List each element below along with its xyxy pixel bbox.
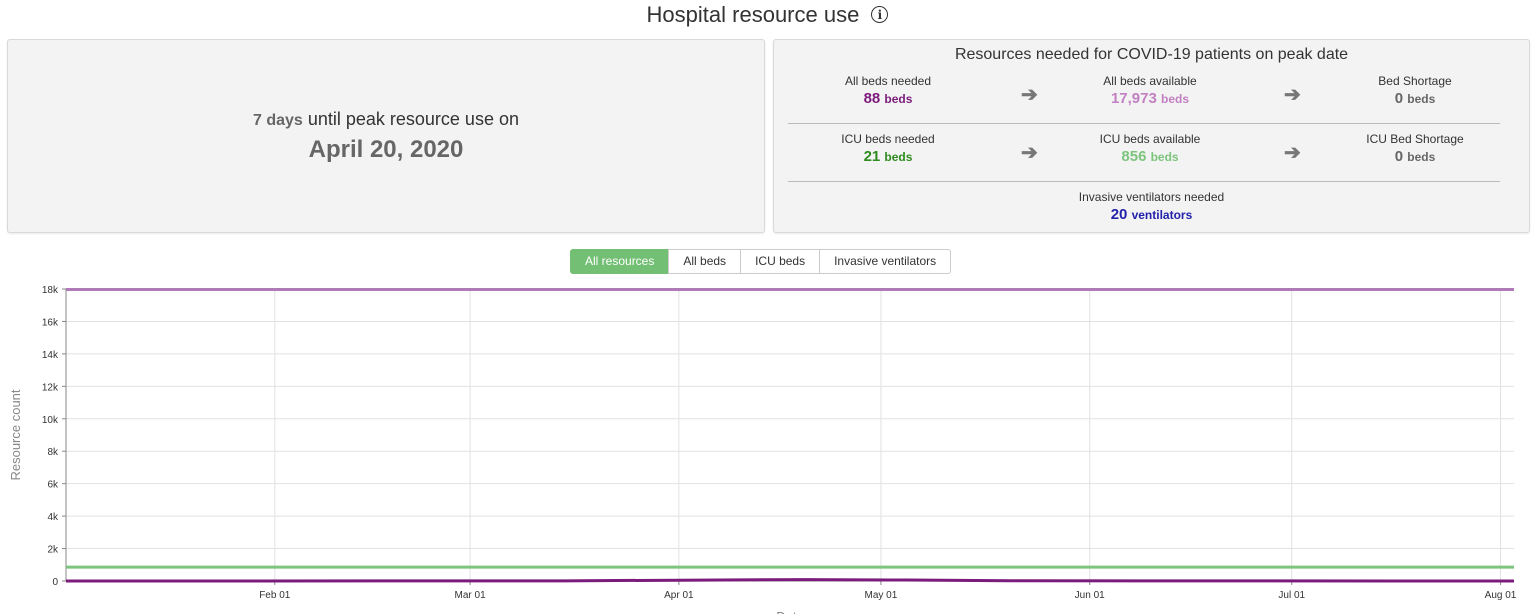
divider [788, 181, 1500, 182]
y-axis-label: Resource count [8, 389, 23, 480]
icu-bed-shortage-number: 0 [1394, 148, 1404, 165]
arrow-right-icon: ➔ [1284, 84, 1301, 106]
ventilators-needed: Invasive ventilators needed 20 ventilato… [774, 190, 1529, 225]
x-tick-label: Mar 01 [455, 590, 487, 601]
icu-row: ICU beds needed 21 beds ➔ ICU beds avail… [788, 130, 1500, 180]
info-icon[interactable]: i [871, 6, 889, 23]
all-beds-needed-unit: beds [884, 92, 913, 106]
resource-tabs: All resources All beds ICU beds Invasive… [570, 249, 952, 274]
tab-all-beds[interactable]: All beds [668, 249, 742, 274]
resource-chart: 0 2k 4k 6k 8k 10k 12k 14k 16k 18k Feb 01 Mar 01 Apr … [8, 285, 1517, 614]
bed-shortage-label: Bed Shortage [1378, 74, 1452, 88]
arrow-right-icon: ➔ [1284, 142, 1301, 164]
beds-row: All beds needed 88 beds ➔ All beds avail… [788, 72, 1500, 122]
page-title: Hospital resource use i [0, 2, 1535, 28]
ventilators-needed-label: Invasive ventilators needed [1078, 190, 1225, 204]
peak-panel: 7 days until peak resource use on April … [7, 39, 765, 233]
bed-shortage-unit: beds [1407, 92, 1436, 106]
icu-beds-available: ICU beds available 856 beds [1040, 132, 1260, 167]
icu-bed-shortage-label: ICU Bed Shortage [1366, 132, 1464, 146]
icu-beds-needed-label: ICU beds needed [841, 132, 935, 146]
y-tick-label: 4k [47, 512, 59, 523]
ventilators-needed-number: 20 [1110, 206, 1128, 223]
x-tick-label: Jun 01 [1075, 590, 1105, 601]
tab-invasive-ventilators[interactable]: Invasive ventilators [819, 249, 952, 274]
all-beds-needed-label: All beds needed [844, 74, 932, 88]
page-title-text: Hospital resource use [646, 2, 860, 27]
icu-bed-shortage: ICU Bed Shortage 0 beds [1305, 132, 1525, 167]
y-tick-label: 8k [47, 447, 59, 458]
ventilators-needed-value: 20 ventilators [774, 205, 1529, 225]
days-until-peak: 7 days [253, 112, 303, 129]
x-tick-label: Jul 01 [1278, 590, 1305, 601]
bed-shortage-number: 0 [1394, 90, 1404, 107]
series-line-3 [65, 578, 1515, 583]
all-beds-available-label: All beds available [1103, 74, 1197, 88]
x-tick-label: Aug 01 [1485, 590, 1517, 601]
icu-beds-available-label: ICU beds available [1099, 132, 1201, 146]
divider [788, 123, 1500, 124]
x-tick-label: Apr 01 [664, 590, 694, 601]
tab-all-resources[interactable]: All resources [570, 249, 670, 274]
peak-countdown: 7 days until peak resource use on [8, 109, 764, 130]
ventilators-cell: Invasive ventilators needed 20 ventilato… [774, 190, 1529, 225]
all-beds-available-unit: beds [1161, 92, 1190, 106]
icu-beds-needed-value: 21 beds [778, 147, 998, 167]
all-beds-needed-value: 88 beds [778, 89, 998, 109]
y-tick-label: 16k [42, 317, 59, 328]
icu-bed-shortage-unit: beds [1407, 150, 1436, 164]
icu-beds-available-value: 856 beds [1040, 147, 1260, 167]
resources-panel: Resources needed for COVID-19 patients o… [773, 39, 1530, 233]
icu-beds-available-number: 856 [1121, 148, 1147, 165]
icu-beds-needed-unit: beds [884, 150, 913, 164]
y-tick-label: 0 [52, 577, 58, 588]
y-tick-label: 18k [42, 285, 59, 296]
y-tick-label: 10k [42, 415, 59, 426]
all-beds-available-value: 17,973 beds [1040, 89, 1260, 109]
all-beds-needed-number: 88 [863, 90, 881, 107]
icu-beds-available-unit: beds [1150, 150, 1179, 164]
icu-bed-shortage-value: 0 beds [1305, 147, 1525, 167]
bed-shortage-value: 0 beds [1305, 89, 1525, 109]
bed-shortage: Bed Shortage 0 beds [1305, 74, 1525, 109]
all-beds-needed: All beds needed 88 beds [778, 74, 998, 109]
resources-title: Resources needed for COVID-19 patients o… [954, 46, 1349, 63]
y-tick-label: 6k [47, 480, 59, 491]
y-tick-label: 2k [47, 545, 59, 556]
x-tick-label: May 01 [865, 590, 898, 601]
ventilators-needed-unit: ventilators [1131, 208, 1193, 222]
y-tick-label: 12k [42, 382, 59, 393]
peak-date: April 20, 2020 [308, 136, 464, 163]
x-axis-label: Date [776, 609, 803, 614]
all-beds-available: All beds available 17,973 beds [1040, 74, 1260, 109]
y-tick-label: 14k [42, 350, 59, 361]
arrow-right-icon: ➔ [1021, 142, 1038, 164]
icu-beds-needed: ICU beds needed 21 beds [778, 132, 998, 167]
tab-icu-beds[interactable]: ICU beds [740, 249, 821, 274]
arrow-right-icon: ➔ [1021, 84, 1038, 106]
all-beds-available-number: 17,973 [1110, 90, 1157, 107]
x-tick-label: Feb 01 [259, 590, 291, 601]
icu-beds-needed-number: 21 [863, 148, 881, 165]
peak-line-text: until peak resource use on [307, 109, 519, 129]
